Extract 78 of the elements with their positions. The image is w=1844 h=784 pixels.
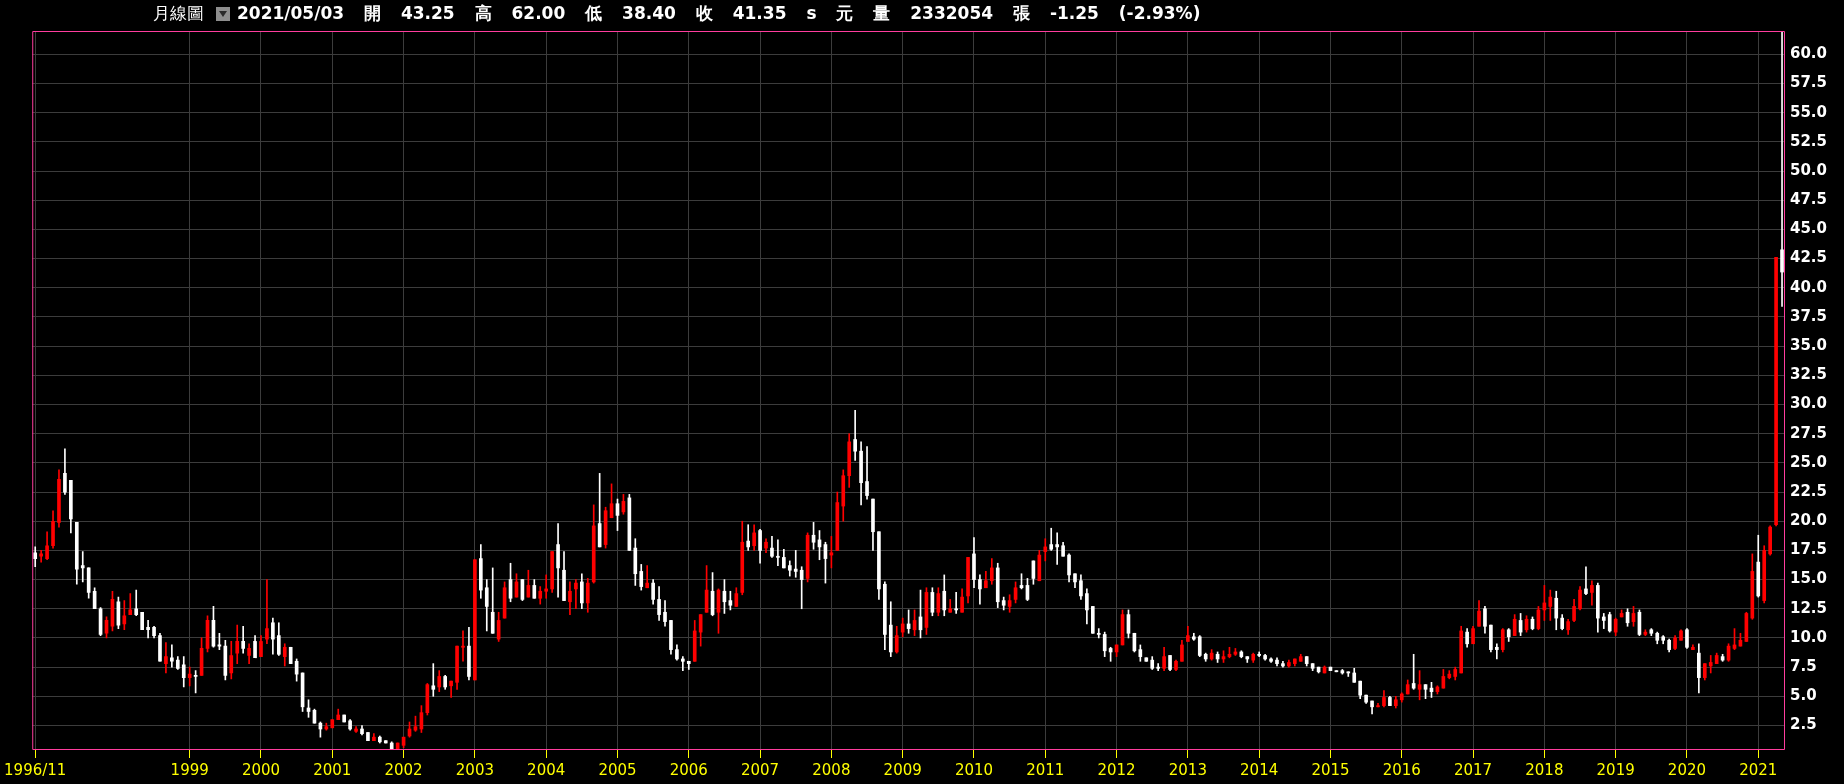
candlestick: [1495, 643, 1499, 660]
candlestick: [1584, 566, 1588, 596]
y-tick-label: 50.0: [1790, 160, 1828, 179]
x-tick-label: 2021: [1739, 760, 1778, 779]
x-tick-label: 2006: [669, 760, 708, 779]
candlestick: [146, 620, 150, 639]
y-tick-label: 47.5: [1790, 190, 1828, 209]
x-tick-label: 2003: [455, 760, 494, 779]
y-tick-label: 40.0: [1790, 277, 1828, 296]
candlestick: [265, 579, 269, 645]
x-tick-label: 2005: [598, 760, 637, 779]
x-tick-label: 2004: [527, 760, 566, 779]
candlestick: [1043, 538, 1048, 562]
y-tick-label: 10.0: [1790, 627, 1828, 646]
y-tick-label: 2.5: [1790, 715, 1817, 734]
candlestick: [164, 642, 168, 674]
x-tick-label: 2016: [1382, 760, 1421, 779]
x-tick-label: 2018: [1525, 760, 1564, 779]
candlestick: [574, 579, 578, 610]
x-tick-label: 2011: [1026, 760, 1065, 779]
candlestick: [776, 539, 780, 566]
candlestick: [799, 566, 804, 610]
y-tick-label: 55.0: [1790, 102, 1828, 121]
candlestick: [746, 524, 751, 551]
y-tick-label: 60.0: [1790, 44, 1828, 63]
candlestick: [1780, 31, 1784, 307]
y-tick-label: 15.0: [1790, 569, 1828, 588]
x-tick-label: 2008: [812, 760, 851, 779]
y-tick-label: 35.0: [1790, 336, 1828, 355]
y-tick-label: 27.5: [1790, 423, 1828, 442]
x-tick-label: 2012: [1097, 760, 1136, 779]
y-tick-label: 20.0: [1790, 511, 1828, 530]
candlestick: [681, 656, 685, 671]
x-tick-label: 2000: [241, 760, 281, 779]
candlestick: [645, 565, 650, 589]
y-tick-label: 52.5: [1790, 131, 1828, 150]
chart-subtitle: 2021/05/03 開 43.25 高 62.00 低 38.40 收 41.35 s 元 量 2332054 張 -1.25 (-2.93%): [237, 2, 1201, 25]
x-tick-label: 2014: [1240, 760, 1279, 779]
y-tick-label: 22.5: [1790, 481, 1828, 500]
candlestick: [1156, 663, 1160, 671]
x-tick-label: 2001: [313, 760, 352, 779]
y-tick-label: 17.5: [1790, 540, 1828, 559]
candlestick: [793, 550, 798, 578]
x-tick-label: 2002: [384, 760, 423, 779]
x-tick-label: 2010: [954, 760, 994, 779]
y-tick-label: 5.0: [1790, 686, 1817, 705]
candlestick: [1096, 628, 1101, 639]
y-tick-label: 12.5: [1790, 598, 1828, 617]
candlestick: [431, 663, 436, 697]
x-tick-label: 2009: [883, 760, 922, 779]
candlestick: [1055, 532, 1059, 565]
x-tick-label: 1996/11: [4, 760, 67, 779]
candlestick: [954, 592, 958, 614]
y-tick-label: 37.5: [1790, 306, 1828, 325]
x-tick-label: 2007: [740, 760, 780, 779]
candlestick: [544, 574, 549, 599]
y-tick-label: 7.5: [1790, 657, 1817, 676]
candlestick: [39, 550, 43, 563]
y-tick-label: 42.5: [1790, 248, 1828, 267]
y-tick-label: 45.0: [1790, 219, 1828, 238]
candlestick: [187, 666, 192, 687]
y-tick-label: 32.5: [1790, 365, 1828, 384]
x-tick-label: 2017: [1453, 760, 1493, 779]
x-tick-label: 2019: [1596, 760, 1635, 779]
y-tick-label: 25.0: [1790, 452, 1828, 471]
chart-title: 月線圖: [153, 2, 204, 25]
candlestick: [853, 410, 857, 461]
candlestick: [461, 630, 465, 662]
candlestick: [80, 551, 85, 583]
candlestick: [1601, 613, 1606, 629]
candlestick: [128, 593, 133, 615]
y-tick-label: 57.5: [1790, 73, 1828, 92]
x-tick-label: 1999: [170, 760, 209, 779]
x-tick-label: 2013: [1168, 760, 1207, 779]
y-tick-label: 30.0: [1790, 394, 1828, 413]
candlestick: [1708, 655, 1713, 674]
x-tick-label: 2020: [1667, 760, 1707, 779]
x-tick-label: 2015: [1311, 760, 1350, 779]
